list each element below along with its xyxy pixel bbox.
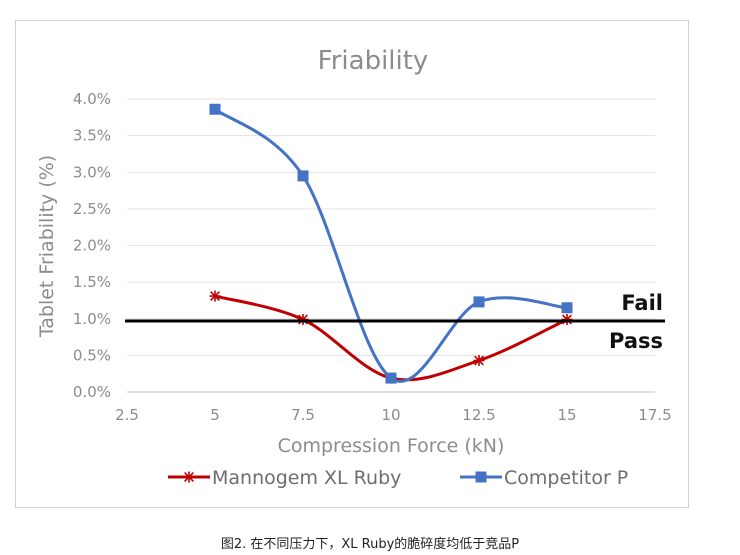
chart-frame: Friability 0.0% 0.5% 1.0% 1.5% 2.0% 2.5% 3.0% 3… <box>15 20 689 508</box>
legend: Mannogem XL Ruby Competitor P <box>168 467 628 489</box>
x-tick-labels: 2.5 5 7.5 10 12.5 15 17.5 <box>115 406 672 424</box>
legend-marker <box>183 471 195 483</box>
data-point <box>209 290 221 302</box>
pass-label: Pass <box>609 329 663 353</box>
y-tick-label: 1.5% <box>73 273 111 291</box>
data-point <box>561 302 573 314</box>
legend-item: Competitor P <box>460 467 628 489</box>
series-line <box>213 294 569 382</box>
data-point <box>385 372 397 384</box>
series-competitor-p <box>209 103 573 384</box>
x-tick-label: 17.5 <box>638 406 671 424</box>
x-tick-label: 15 <box>557 406 576 424</box>
y-tick-label: 0.0% <box>73 383 111 401</box>
y-tick-label: 3.0% <box>73 163 111 181</box>
x-tick-label: 7.5 <box>291 406 315 424</box>
y-tick-label: 3.5% <box>73 127 111 145</box>
x-tick-label: 2.5 <box>115 406 139 424</box>
data-point <box>473 296 485 308</box>
grid-lines <box>127 98 655 393</box>
chart-title: Friability <box>318 46 429 76</box>
x-tick-label: 10 <box>381 406 400 424</box>
legend-item: Mannogem XL Ruby <box>168 467 401 489</box>
x-tick-label: 5 <box>210 406 220 424</box>
friability-chart: Friability 0.0% 0.5% 1.0% 1.5% 2.0% 2.5% 3.0% 3… <box>36 46 672 489</box>
series-layer <box>209 103 573 384</box>
data-point <box>473 355 485 367</box>
y-axis-title: Tablet Friability (%) <box>36 155 58 338</box>
y-tick-labels: 0.0% 0.5% 1.0% 1.5% 2.0% 2.5% 3.0% 3.5% 4.0% <box>73 90 111 401</box>
y-tick-label: 1.0% <box>73 310 111 328</box>
fail-label: Fail <box>621 291 663 315</box>
y-tick-label: 0.5% <box>73 346 111 364</box>
legend-label: Competitor P <box>504 467 628 489</box>
y-tick-label: 2.5% <box>73 200 111 218</box>
figure-caption: 图2. 在不同压力下，XL Ruby的脆碎度均低于竞品P <box>220 537 520 552</box>
series-mannogem-xl-ruby <box>209 290 573 384</box>
legend-marker <box>475 471 487 483</box>
x-axis-title: Compression Force (kN) <box>278 435 505 457</box>
y-tick-label: 4.0% <box>73 90 111 108</box>
legend-label: Mannogem XL Ruby <box>212 467 401 489</box>
x-tick-label: 12.5 <box>462 406 495 424</box>
y-tick-label: 2.0% <box>73 237 111 255</box>
threshold-layer: Fail Pass <box>125 291 665 353</box>
data-point <box>209 103 221 115</box>
data-point <box>297 170 309 182</box>
